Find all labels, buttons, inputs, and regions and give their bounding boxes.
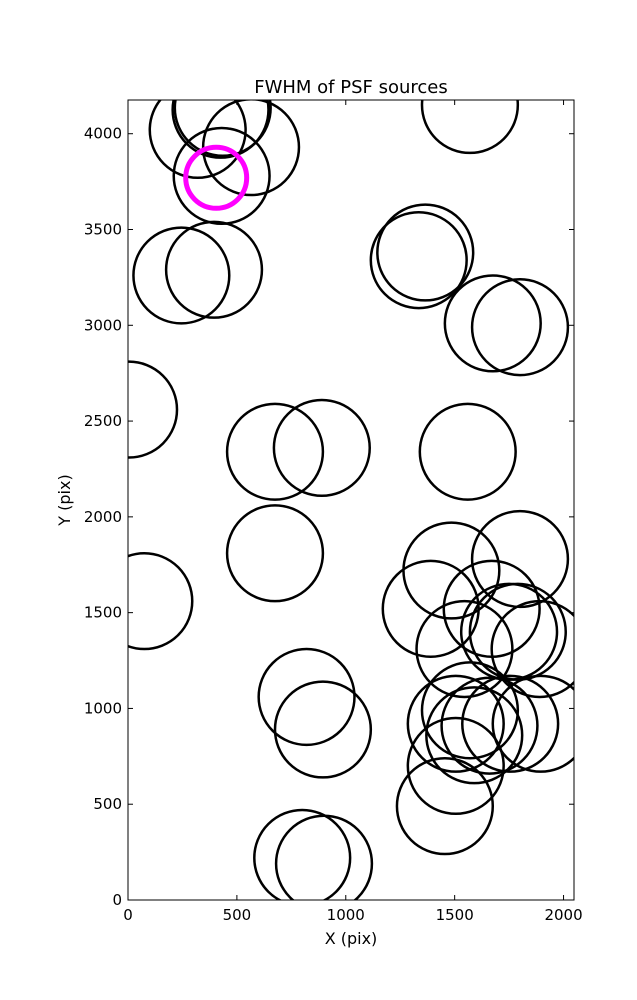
source-circle: [420, 100, 520, 155]
x-tick-label: 500: [223, 906, 252, 924]
source-circle: [490, 599, 574, 699]
chart-title: FWHM of PSF sources: [254, 77, 448, 98]
source-circle: [274, 814, 374, 900]
source-circle: [369, 210, 468, 310]
source-circle: [418, 402, 517, 501]
source-circle: [128, 360, 179, 459]
source-circle: [425, 686, 524, 785]
y-tick-label: 1000: [84, 699, 122, 717]
x-axis-label: X (pix): [325, 929, 378, 948]
source-circle: [128, 552, 194, 651]
source-circle: [201, 100, 301, 197]
source-circle: [443, 274, 542, 373]
source-circle: [395, 756, 495, 856]
y-tick-label: 4000: [84, 125, 122, 143]
y-tick-label: 500: [93, 795, 122, 813]
source-circle: [253, 808, 352, 900]
source-circle: [491, 674, 574, 773]
source-circle: [132, 226, 231, 325]
source-circle: [272, 398, 371, 498]
y-tick-label: 2500: [84, 412, 122, 430]
highlighted-source-circle: [183, 144, 250, 211]
x-tick-label: 2000: [544, 906, 582, 924]
source-circle: [273, 680, 373, 779]
source-circle: [164, 220, 264, 319]
source-circle: [148, 100, 247, 180]
plot-frame: [127, 99, 575, 901]
source-circle: [257, 647, 356, 747]
source-circle: [406, 716, 505, 816]
x-tick-label: 0: [123, 906, 133, 924]
y-axis-ticks: 0 500 1000 1500 2000 2500 3000 3500 4000: [84, 125, 574, 909]
source-circle: [468, 582, 567, 681]
y-tick-label: 1500: [84, 604, 122, 622]
source-circle: [225, 504, 325, 603]
source-circle: [470, 278, 570, 377]
source-circle: [470, 509, 570, 609]
source-circle: [420, 661, 520, 760]
source-circle: [171, 100, 270, 159]
source-circle: [173, 100, 272, 158]
y-axis-label: Y (pix): [55, 474, 74, 526]
y-tick-label: 0: [112, 891, 122, 909]
x-axis-ticks: 0 500 1000 1500 2000: [123, 100, 583, 924]
source-circle: [381, 559, 480, 658]
source-circle: [376, 203, 475, 302]
x-tick-label: 1500: [436, 906, 474, 924]
source-circle: [415, 599, 514, 699]
source-circle: [440, 676, 539, 775]
y-tick-label: 3000: [84, 316, 122, 334]
y-tick-label: 2000: [84, 508, 122, 526]
source-circle: [461, 674, 560, 773]
source-circle: [406, 674, 505, 773]
source-circle: [225, 402, 325, 501]
x-tick-label: 1000: [327, 906, 365, 924]
y-tick-label: 3500: [84, 221, 122, 239]
source-circle: [172, 126, 271, 226]
source-circles: [128, 100, 574, 900]
